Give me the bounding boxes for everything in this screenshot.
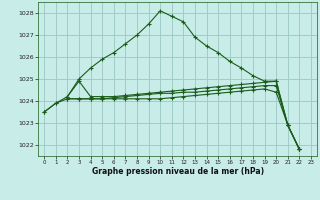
X-axis label: Graphe pression niveau de la mer (hPa): Graphe pression niveau de la mer (hPa) (92, 167, 264, 176)
